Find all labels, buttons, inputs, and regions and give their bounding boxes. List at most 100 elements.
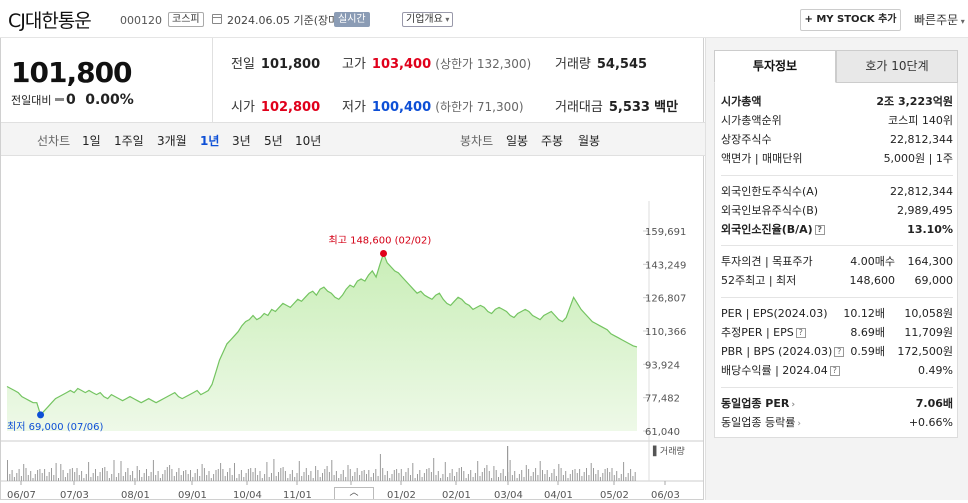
volume-bar: [148, 476, 150, 481]
stat-value: 101,800: [260, 57, 321, 72]
volume-bar: [34, 474, 36, 481]
volume-bar: [159, 478, 161, 481]
volume-bar: [162, 474, 164, 481]
volume-bar: [373, 473, 374, 481]
info-value: 69,000: [914, 274, 954, 287]
volume-bar: [363, 470, 365, 481]
stock-name: CJ대한통운: [8, 10, 92, 32]
period-3m[interactable]: 3개월: [157, 134, 187, 148]
divider: [721, 175, 953, 176]
collapse-chart-button[interactable]: ︿: [334, 487, 374, 499]
info-label: 배당수익률 | 2024.04?: [721, 362, 840, 380]
candle-daily[interactable]: 일봉: [506, 134, 529, 148]
volume-bar: [305, 468, 307, 481]
volume-bar: [143, 473, 145, 481]
volume-bar: [192, 477, 194, 481]
period-3y[interactable]: 3년: [232, 134, 251, 148]
info-row[interactable]: 동일업종 PER › 7.06배: [721, 395, 953, 413]
volume-bar: [25, 468, 27, 481]
volume-bar: [18, 469, 20, 481]
volume-bar: [481, 472, 483, 481]
volume-bar: [359, 475, 361, 481]
volume-bar: [271, 473, 272, 481]
volume-bar: [627, 473, 629, 481]
volume-label: ▌거래량: [652, 445, 685, 457]
period-5y[interactable]: 5년: [264, 134, 283, 148]
candle-chart-label: 봉차트: [460, 134, 494, 148]
help-icon[interactable]: ?: [795, 328, 806, 338]
candle-weekly[interactable]: 주봉: [541, 134, 564, 148]
volume-bar: [39, 469, 41, 481]
realtime-button[interactable]: 실시간: [334, 12, 370, 27]
volume-bar: [574, 469, 576, 481]
info-value: 2조 3,223억원: [876, 95, 953, 108]
company-info-dropdown[interactable]: 기업개요 ▾: [402, 12, 454, 27]
help-icon[interactable]: ?: [834, 347, 845, 357]
volume-bar: [590, 463, 592, 481]
help-icon[interactable]: ?: [829, 366, 840, 376]
tab-invest-info[interactable]: 투자정보: [714, 50, 836, 83]
volume-bar: [588, 475, 590, 481]
tab-hoga[interactable]: 호가 10단계: [836, 50, 958, 83]
stock-code: 000120: [120, 14, 162, 27]
volume-bar: [312, 478, 314, 481]
volume-bar: [525, 465, 527, 481]
chevron-down-icon: ▾: [958, 17, 965, 26]
change-pct: 0.00%: [85, 92, 134, 108]
info-label-text: 배당수익률 | 2024.04: [721, 364, 828, 377]
info-label: 투자의견 | 목표주가: [721, 255, 813, 268]
stat-unit: 백만: [654, 100, 679, 115]
x-tick-label: 06/03: [651, 490, 680, 500]
volume-bar: [521, 470, 523, 481]
volume-bar: [620, 474, 622, 481]
quick-order-button[interactable]: 빠른주문 ▾: [914, 11, 965, 28]
volume-bar: [602, 473, 604, 481]
volume-bar: [44, 469, 46, 481]
period-10y[interactable]: 10년: [295, 134, 322, 148]
y-tick-label: 77,482: [645, 394, 680, 405]
stat-value: 54,545: [596, 57, 648, 72]
stat-high: 고가 103,400 (상한가 132,300): [342, 53, 531, 72]
volume-bar: [447, 477, 449, 481]
volume-bar: [470, 470, 472, 481]
info-row[interactable]: 동일업종 등락률 › +0.66%: [721, 414, 953, 432]
period-1d[interactable]: 1일: [82, 134, 101, 148]
period-1y[interactable]: 1년: [200, 134, 220, 148]
price-chart[interactable]: 159,691 143,249 126,807 110,366 93,924 77,482…: [1, 156, 705, 501]
volume-bar: [423, 473, 425, 481]
volume-bar: [275, 476, 277, 481]
help-icon[interactable]: ?: [814, 225, 825, 235]
volume-bar: [92, 473, 94, 481]
volume-bar: [51, 468, 52, 481]
volume-bar: [477, 461, 479, 481]
info-value: 코스피 140위: [888, 114, 953, 127]
stock-header: CJ대한통운 000120 코스피 2024.06.05 기준(장마감) 실시간…: [0, 0, 968, 38]
volume-bar: [317, 470, 319, 481]
volume-bar: [562, 475, 564, 481]
volume-bar: [491, 478, 493, 481]
volume-bar: [171, 469, 173, 481]
price-chart-svg: 159,691 143,249 126,807 110,366 93,924 77,482…: [1, 201, 704, 501]
volume-bar: [264, 474, 266, 481]
volume-bar: [474, 473, 476, 481]
x-tick-label: 03/04: [494, 490, 523, 500]
volume-bar: [609, 472, 611, 481]
my-stock-add-button[interactable]: + MY STOCK 추가: [800, 9, 901, 31]
volume-bar: [210, 478, 212, 481]
info-row: 추정PER | EPS? 8.69배 11,709원: [721, 324, 953, 342]
volume-bar: [613, 475, 615, 481]
volume-bar: [356, 468, 358, 481]
max-price-label: 최고 148,600 (02/02): [329, 234, 432, 246]
x-tick-label: 01/02: [387, 490, 416, 500]
candle-monthly[interactable]: 월봉: [578, 134, 601, 148]
volume-bar: [498, 477, 499, 481]
volume-bar: [535, 468, 537, 481]
volume-bar: [389, 478, 391, 481]
volume-bar: [194, 473, 196, 481]
volume-bar: [549, 477, 550, 481]
volume-bar: [528, 469, 530, 481]
stat-value: 103,400: [371, 57, 432, 72]
volume-bar: [173, 476, 175, 481]
period-1w[interactable]: 1주일: [114, 134, 144, 148]
price-summary: 101,800 전일대비 0 0.00%: [1, 38, 213, 122]
